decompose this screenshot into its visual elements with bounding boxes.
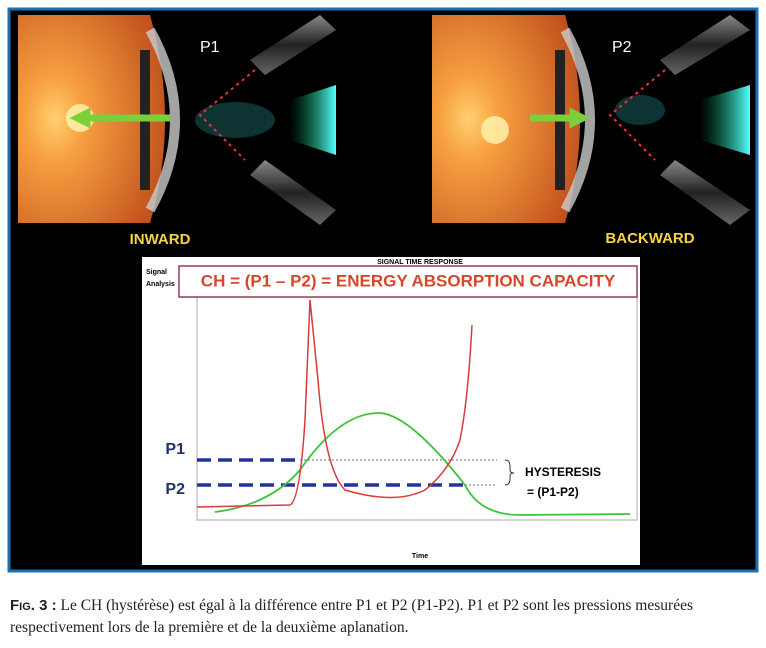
caption-label: Fig. 3 : bbox=[10, 597, 57, 614]
direction-label: BACKWARD bbox=[605, 230, 694, 247]
graph: SIGNAL TIME RESPONSE Signal Analysis CH … bbox=[142, 257, 640, 565]
panel-label: P1 bbox=[200, 39, 220, 56]
x-axis-label: Time bbox=[412, 553, 428, 560]
panel-right: P2 bbox=[432, 15, 750, 225]
caption: Fig. 3 : Le CH (hystérèse) est égal à la… bbox=[10, 595, 762, 639]
graph-title: SIGNAL TIME RESPONSE bbox=[377, 259, 463, 266]
level-label: P1 bbox=[165, 441, 185, 458]
caption-text: Le CH (hystérèse) est égal à la différen… bbox=[10, 597, 693, 636]
equation: CH = (P1 – P2) = ENERGY ABSORPTION CAPAC… bbox=[201, 271, 616, 290]
figure: P1 P2 INWARD BACKWARD SIGNAL TIME RESPON… bbox=[7, 7, 759, 573]
y-axis-label: Signal bbox=[146, 269, 167, 276]
y-axis-label: Analysis bbox=[146, 281, 175, 288]
panel-left: P1 bbox=[18, 15, 336, 225]
annotation: HYSTERESIS bbox=[525, 465, 601, 479]
level-label: P2 bbox=[165, 481, 185, 498]
direction-label: INWARD bbox=[130, 231, 191, 248]
panel-label: P2 bbox=[612, 39, 632, 56]
annotation: = (P1-P2) bbox=[527, 485, 579, 499]
